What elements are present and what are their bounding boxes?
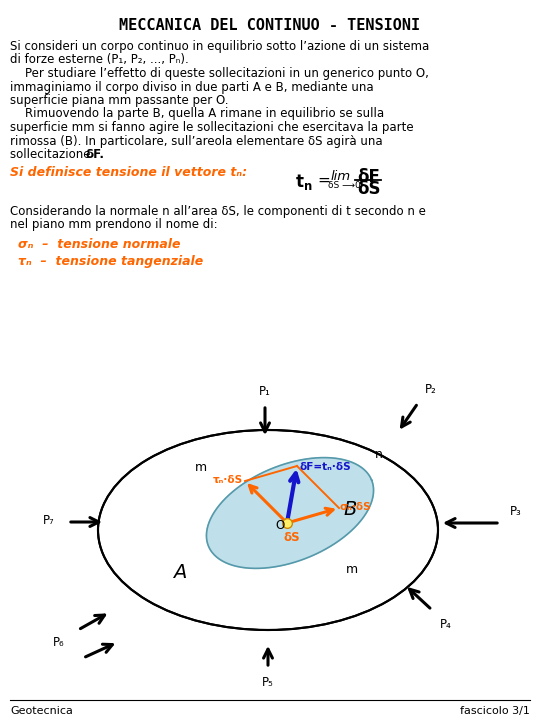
Text: P₆: P₆ — [53, 636, 65, 649]
Text: lim: lim — [331, 171, 351, 184]
Text: δS: δS — [357, 181, 381, 199]
Text: nel piano mm prendono il nome di:: nel piano mm prendono il nome di: — [10, 218, 218, 231]
Text: P₂: P₂ — [425, 383, 437, 396]
Text: τₙ·δS: τₙ·δS — [213, 475, 243, 485]
Text: superficie mm si fanno agire le sollecitazioni che esercitava la parte: superficie mm si fanno agire le sollecit… — [10, 121, 414, 134]
Text: P₇: P₇ — [43, 513, 55, 526]
Text: m: m — [346, 563, 358, 576]
Text: Per studiare l’effetto di queste sollecitazioni in un generico punto O,: Per studiare l’effetto di queste solleci… — [10, 67, 429, 80]
Text: =: = — [317, 173, 330, 187]
Text: di forze esterne (P₁, P₂, ..., Pₙ).: di forze esterne (P₁, P₂, ..., Pₙ). — [10, 53, 189, 66]
Text: rimossa (B). In particolare, sull’areola elementare δS agirà una: rimossa (B). In particolare, sull’areola… — [10, 135, 383, 148]
Text: superficie piana mm passante per O.: superficie piana mm passante per O. — [10, 94, 228, 107]
Text: δF: δF — [357, 168, 380, 186]
Text: τₙ  –  tensione tangenziale: τₙ – tensione tangenziale — [18, 254, 203, 268]
Text: Si definisce tensione il vettore tₙ:: Si definisce tensione il vettore tₙ: — [10, 166, 247, 179]
Text: O: O — [275, 519, 284, 532]
Text: m: m — [195, 461, 207, 474]
Text: P₃: P₃ — [510, 505, 522, 518]
Text: B: B — [343, 500, 356, 519]
Text: Considerando la normale n all’area δS, le componenti di t secondo n e: Considerando la normale n all’area δS, l… — [10, 204, 426, 217]
Text: δS ⟶0: δS ⟶0 — [328, 181, 361, 191]
Text: P₄: P₄ — [440, 618, 452, 631]
Text: fascicolo 3/1: fascicolo 3/1 — [460, 706, 530, 716]
Text: MECCANICA DEL CONTINUO - TENSIONI: MECCANICA DEL CONTINUO - TENSIONI — [119, 18, 421, 33]
Text: Si consideri un corpo continuo in equilibrio sotto l’azione di un sistema: Si consideri un corpo continuo in equili… — [10, 40, 429, 53]
Text: δF=tₙ·δS: δF=tₙ·δS — [299, 462, 350, 472]
Text: δS: δS — [283, 531, 300, 544]
Text: $\mathbf{t_n}$: $\mathbf{t_n}$ — [295, 173, 313, 192]
Text: P₁: P₁ — [259, 385, 271, 398]
Text: σₙ  –  tensione normale: σₙ – tensione normale — [18, 238, 180, 251]
Text: σₙ·δS: σₙ·δS — [340, 502, 372, 512]
Ellipse shape — [98, 430, 438, 630]
Polygon shape — [206, 458, 374, 568]
Text: n: n — [375, 448, 383, 461]
Text: δF.: δF. — [86, 148, 105, 161]
Text: P₅: P₅ — [262, 676, 274, 689]
Text: Rimuovendo la parte B, quella A rimane in equilibrio se sulla: Rimuovendo la parte B, quella A rimane i… — [10, 107, 384, 120]
Text: sollecitazione: sollecitazione — [10, 148, 94, 161]
Text: Geotecnica: Geotecnica — [10, 706, 73, 716]
Text: immaginiamo il corpo diviso in due parti A e B, mediante una: immaginiamo il corpo diviso in due parti… — [10, 81, 374, 94]
Text: A: A — [173, 563, 186, 582]
